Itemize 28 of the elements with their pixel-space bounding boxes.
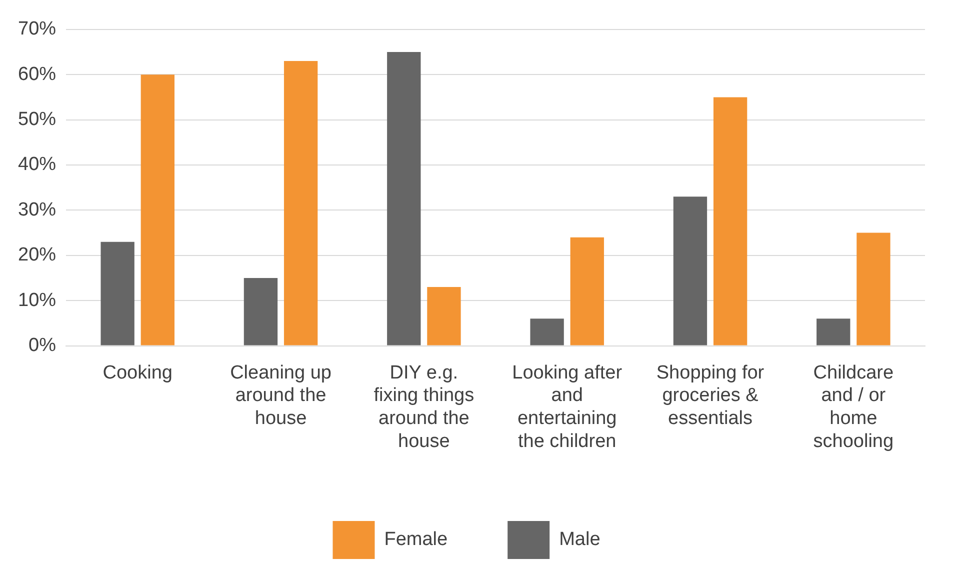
bar <box>427 287 461 346</box>
bar <box>673 196 708 346</box>
y-tick-label: 40% <box>18 154 56 176</box>
bar <box>530 318 564 346</box>
y-tick-label: 60% <box>18 64 56 85</box>
y-tick-label: 30% <box>18 199 56 220</box>
bar <box>856 232 890 346</box>
bar <box>140 74 174 346</box>
bar <box>244 278 278 346</box>
legend-label: Male <box>559 529 600 550</box>
bar <box>100 242 134 346</box>
bar <box>713 97 748 346</box>
x-tick-label: Cooking <box>102 362 172 384</box>
x-tick-label: Cleaning up around the house <box>230 362 332 430</box>
y-tick-label: 20% <box>18 244 56 266</box>
legend-label: Female <box>384 529 448 550</box>
y-tick-label: 0% <box>28 335 56 356</box>
x-tick-label: Shopping for groceries & essentials <box>656 362 765 430</box>
bar <box>570 237 604 346</box>
y-tick-label: 70% <box>18 18 56 40</box>
x-tick-label: Childcare and / or home schooling <box>813 362 894 452</box>
y-tick-label: 10% <box>18 290 56 311</box>
x-tick-label: Looking after and entertaining the children <box>512 362 623 452</box>
y-tick-label: 50% <box>18 109 56 130</box>
bar <box>284 61 318 346</box>
bar <box>387 52 421 346</box>
bar <box>816 318 850 346</box>
x-tick-label: DIY e.g. fixing things around the house <box>374 362 474 452</box>
